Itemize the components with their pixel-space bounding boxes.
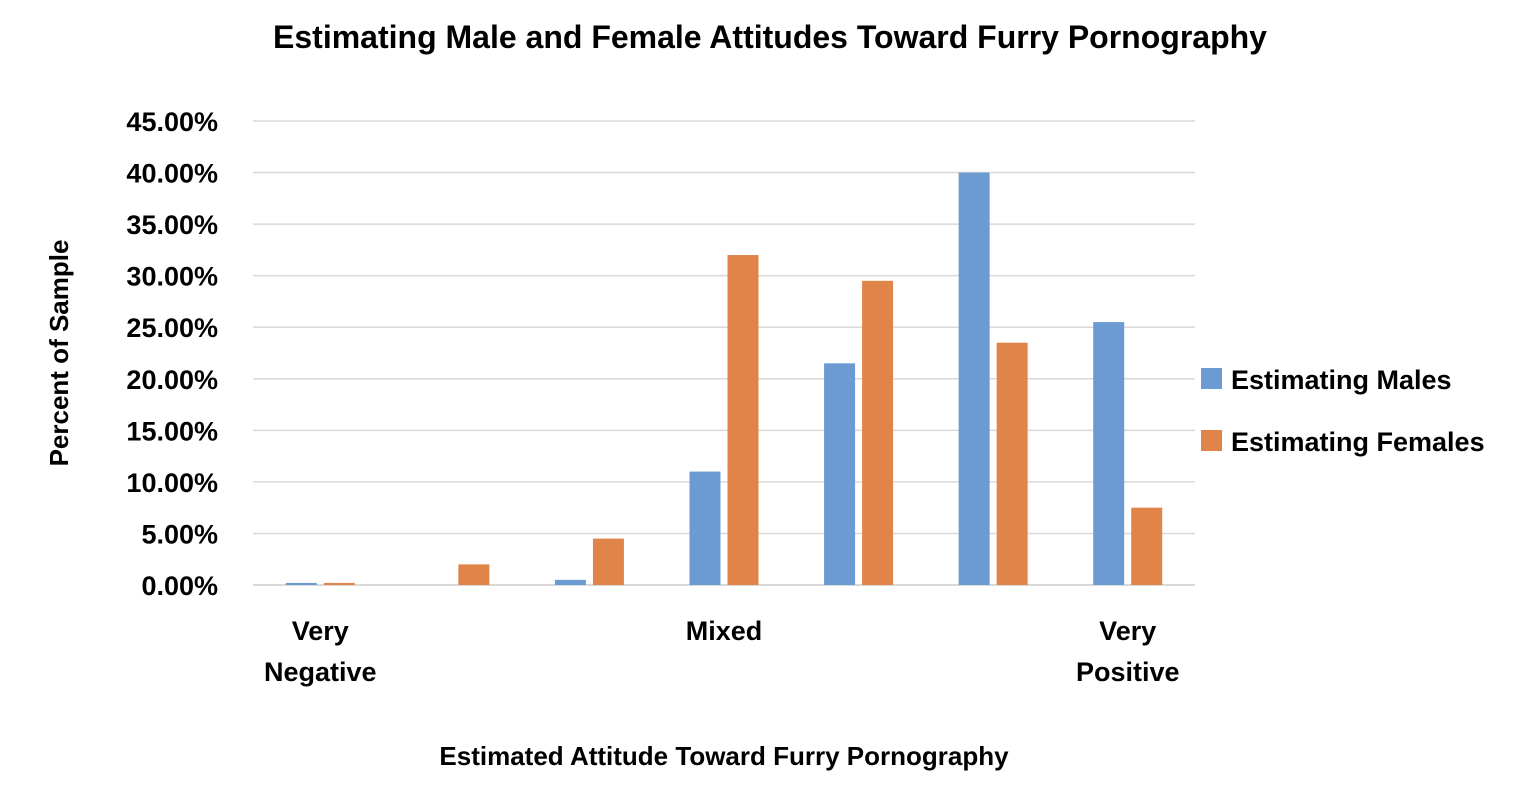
y-tick-label: 5.00% [141, 519, 218, 549]
bar [727, 255, 759, 586]
y-tick-label: 10.00% [126, 468, 218, 498]
legend-label: Estimating Males [1231, 365, 1452, 395]
bar [958, 172, 990, 586]
x-axis-title: Estimated Attitude Toward Furry Pornogra… [439, 741, 1009, 771]
bar [689, 471, 721, 585]
y-tick-label: 30.00% [126, 262, 218, 292]
y-tick-label: 40.00% [126, 159, 218, 189]
x-tick-label: Very Negative [264, 616, 377, 687]
bar [862, 280, 894, 585]
bar [592, 538, 624, 585]
bar [323, 582, 355, 585]
chart-title: Estimating Male and Female Attitudes Tow… [273, 19, 1267, 55]
legend-label: Estimating Females [1231, 427, 1485, 457]
bar [285, 582, 317, 585]
bar [554, 579, 586, 585]
legend-swatch [1201, 430, 1222, 451]
y-axis-title: Percent of Sample [44, 240, 74, 467]
legend-swatch [1201, 368, 1222, 389]
x-tick-label: Very Positive [1076, 616, 1180, 687]
y-tick-label: 20.00% [126, 365, 218, 395]
y-axis-ticks: 0.00% 5.00% 10.00% 15.00% 20.00% 25.00% 30.00%… [126, 107, 218, 601]
y-tick-label: 35.00% [126, 210, 218, 240]
gridlines [253, 120, 1195, 586]
bar [996, 342, 1028, 585]
x-tick-label: Mixed [686, 616, 763, 646]
y-tick-label: 25.00% [126, 313, 218, 343]
x-axis-ticks: Very Negative Mixed Very Positive [264, 616, 1179, 687]
bar [1093, 322, 1125, 585]
bar [824, 363, 856, 585]
y-tick-label: 15.00% [126, 416, 218, 446]
legend: Estimating Males Estimating Females [1201, 365, 1485, 457]
y-tick-label: 45.00% [126, 107, 218, 137]
y-tick-label: 0.00% [141, 571, 218, 601]
bar [458, 564, 490, 585]
bars [285, 172, 1163, 586]
bar [1131, 507, 1163, 585]
